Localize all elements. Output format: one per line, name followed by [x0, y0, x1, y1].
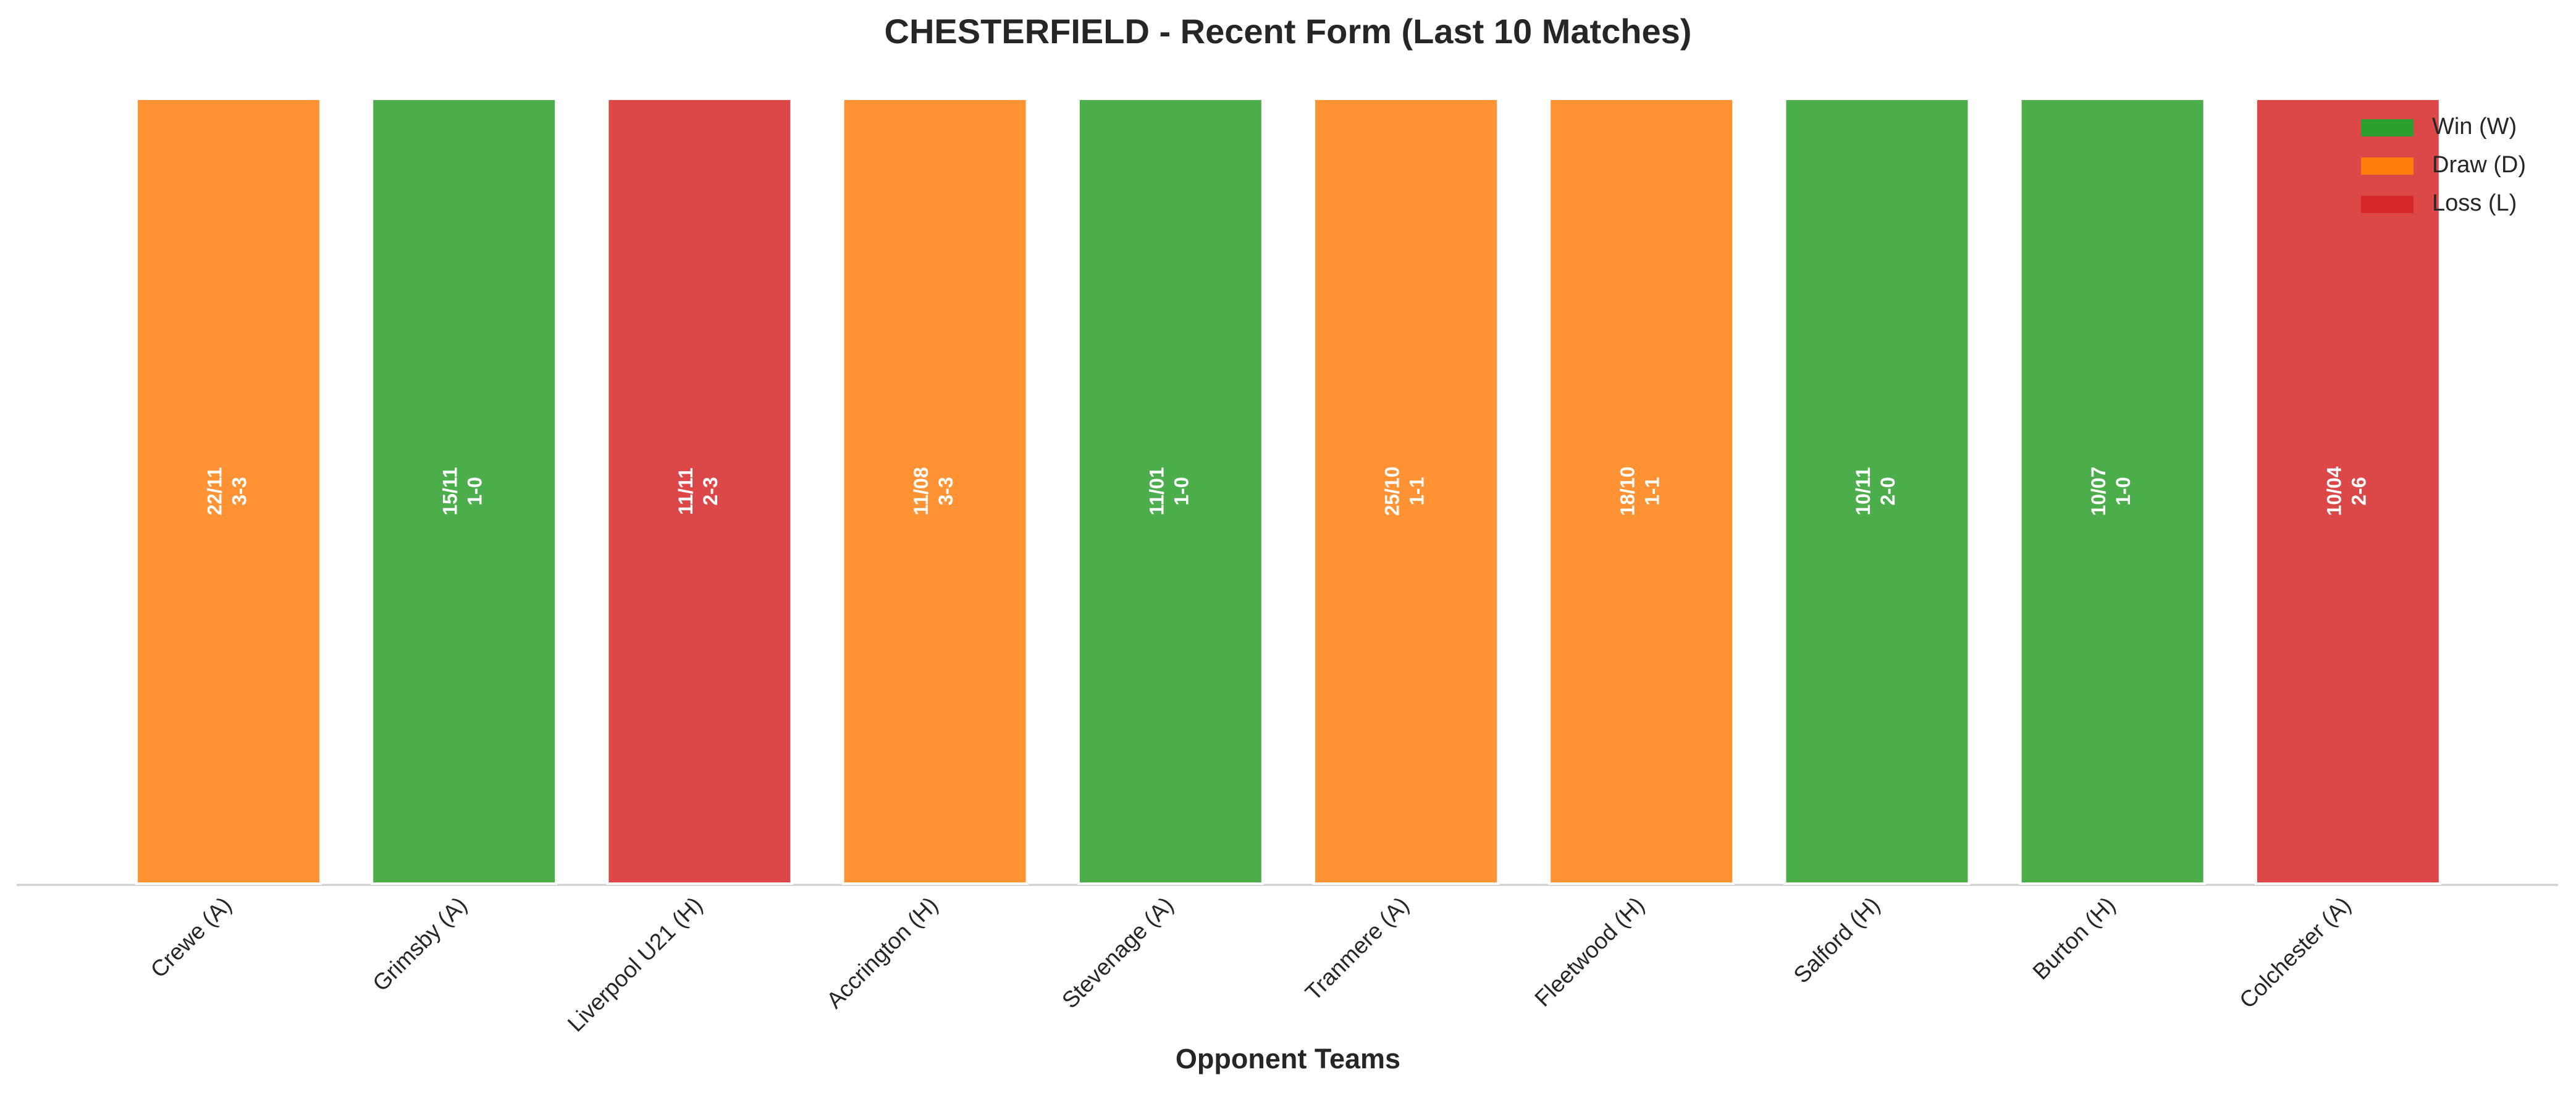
legend-label: Loss (L) — [2432, 190, 2517, 216]
match-date: 10/07 — [2087, 466, 2110, 516]
legend-swatch — [2361, 157, 2414, 175]
bar — [135, 98, 322, 885]
x-tick-label: Salford (H) — [1788, 892, 1884, 988]
bar — [2019, 98, 2206, 885]
match-score: 2-6 — [2347, 477, 2370, 505]
x-tick-label: Crewe (A) — [146, 892, 237, 983]
match-score: 2-3 — [699, 477, 722, 505]
x-tick-label: Liverpool U21 (H) — [563, 892, 707, 1037]
x-tick-label: Grimsby (A) — [368, 892, 472, 997]
match-date: 10/04 — [2323, 466, 2345, 516]
match-score: 1-0 — [464, 477, 486, 505]
match-date: 11/08 — [910, 467, 932, 515]
x-tick-label: Accrington (H) — [822, 892, 943, 1013]
x-axis-label: Opponent Teams — [1176, 1043, 1400, 1074]
match-score: 1-0 — [1170, 477, 1192, 505]
x-tick-label: Fleetwood (H) — [1530, 892, 1649, 1011]
chart-title: CHESTERFIELD - Recent Form (Last 10 Matc… — [885, 12, 1692, 51]
bar — [1783, 98, 1971, 885]
match-date: 11/01 — [1145, 467, 1168, 515]
match-date: 22/11 — [203, 467, 225, 515]
x-tick-label: Colchester (A) — [2234, 892, 2355, 1013]
match-date: 18/10 — [1617, 466, 1639, 516]
bar — [1313, 98, 1499, 885]
x-tick-label: Tranmere (A) — [1300, 892, 1414, 1006]
bar — [2254, 98, 2441, 885]
match-score: 1-1 — [1405, 477, 1428, 505]
bar — [606, 98, 793, 885]
x-tick-label: Stevenage (A) — [1057, 892, 1178, 1013]
match-score: 3-3 — [228, 477, 250, 505]
match-score: 1-0 — [2112, 477, 2134, 505]
bar — [371, 98, 558, 885]
legend-label: Draw (D) — [2432, 152, 2526, 178]
match-date: 15/11 — [439, 467, 461, 515]
legend-swatch — [2361, 196, 2414, 213]
bar — [1548, 98, 1735, 885]
match-score: 3-3 — [935, 477, 957, 505]
match-date: 11/11 — [675, 467, 697, 515]
bar — [841, 98, 1029, 885]
x-tick-label: Burton (H) — [2028, 892, 2121, 985]
match-date: 25/10 — [1381, 466, 1403, 516]
match-date: 10/11 — [1852, 467, 1874, 515]
match-score: 1-1 — [1641, 477, 1664, 505]
legend-label: Win (W) — [2432, 114, 2517, 140]
legend-swatch — [2361, 119, 2414, 136]
match-score: 2-0 — [1877, 477, 1899, 505]
bar — [1077, 98, 1264, 885]
